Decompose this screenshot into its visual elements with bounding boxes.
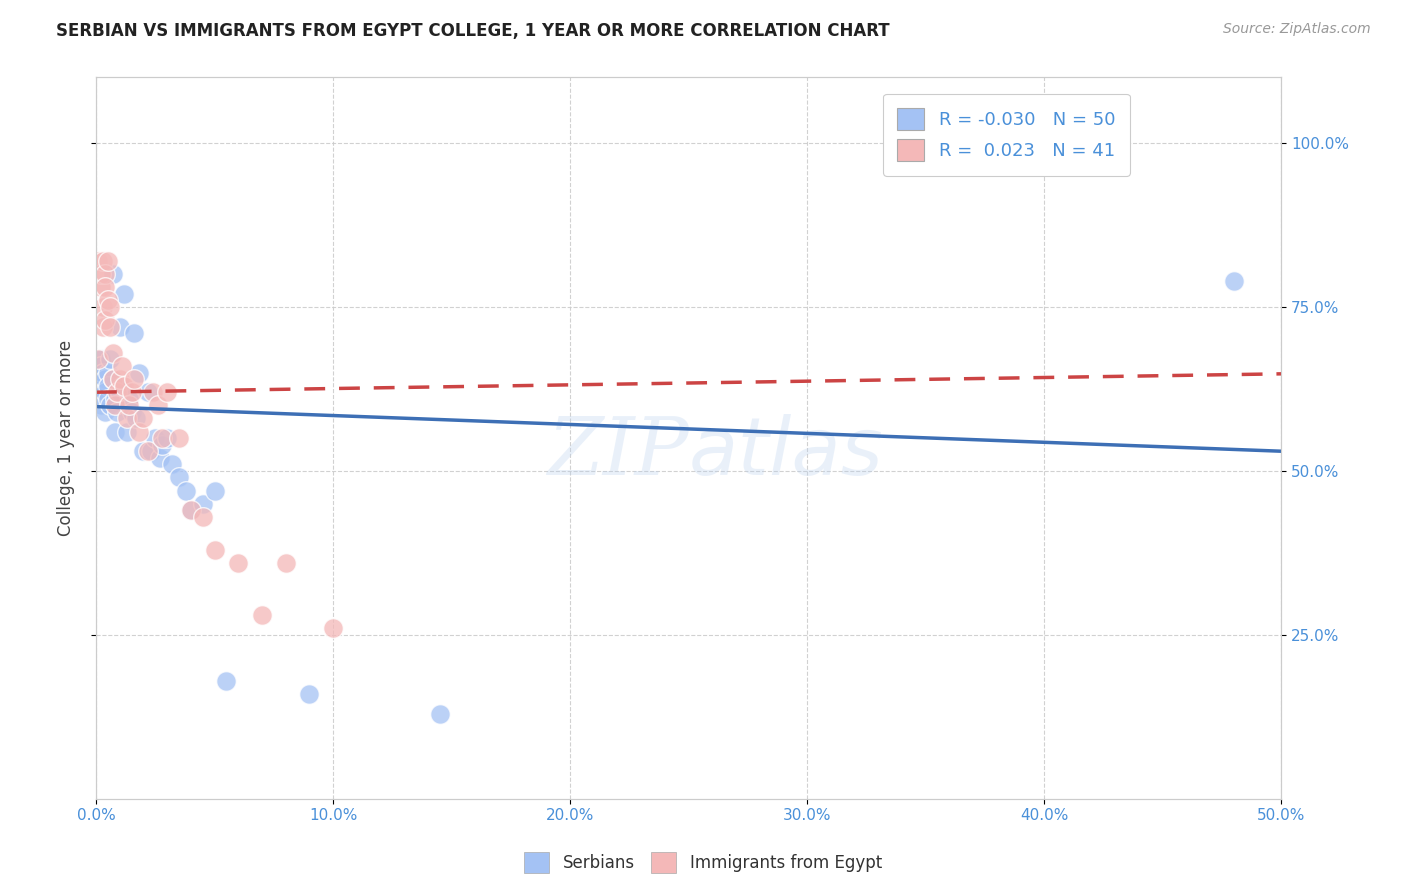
Point [118,392,141,406]
Point [115,425,138,439]
Point [108,319,131,334]
Point [87,352,110,367]
Y-axis label: College, 1 year or more: College, 1 year or more [58,340,75,536]
Point [91,385,114,400]
Point [118,398,141,412]
Point [98,398,121,412]
Point [174,483,197,498]
Point [191,509,214,524]
Point [136,444,159,458]
Point [146,398,169,412]
Point [274,556,297,570]
Point [215,673,238,688]
Point [150,431,173,445]
Point [204,483,226,498]
Point [90,398,112,412]
Point [91,366,114,380]
Point [90,267,112,281]
Point [122,372,145,386]
Text: Source: ZipAtlas.com: Source: ZipAtlas.com [1223,22,1371,37]
Point [94,372,117,386]
Point [1222,274,1244,288]
Point [87,378,110,392]
Point [156,385,179,400]
Point [91,319,114,334]
Point [111,359,134,373]
Point [180,503,202,517]
Legend: R = -0.030   N = 50, R =  0.023   N = 41: R = -0.030 N = 50, R = 0.023 N = 41 [883,94,1130,176]
Text: atlas: atlas [689,414,883,491]
Point [111,378,134,392]
Legend: Serbians, Immigrants from Egypt: Serbians, Immigrants from Egypt [517,846,889,880]
Point [97,293,120,308]
Point [91,392,114,406]
Point [143,431,166,445]
Point [90,372,112,386]
Point [298,687,321,701]
Point [97,254,120,268]
Point [167,431,190,445]
Point [115,411,138,425]
Point [104,425,127,439]
Point [90,359,112,373]
Point [136,385,159,400]
Point [101,372,124,386]
Point [150,437,173,451]
Point [108,385,131,400]
Point [160,458,183,472]
Point [121,385,143,400]
Point [104,392,127,406]
Point [114,286,136,301]
Point [87,352,110,367]
Point [87,254,110,268]
Point [114,378,136,392]
Point [226,556,249,570]
Point [94,267,117,281]
Point [94,280,117,294]
Point [101,372,124,386]
Point [105,385,128,400]
Point [429,706,451,721]
Point [322,621,344,635]
Point [1104,136,1126,150]
Text: ZIP: ZIP [547,414,689,491]
Point [122,326,145,341]
Point [149,450,172,465]
Point [167,470,190,484]
Point [156,431,179,445]
Point [128,366,150,380]
Point [105,405,128,419]
Point [104,398,127,412]
Point [142,385,165,400]
Point [94,313,117,327]
Point [98,300,121,314]
Point [98,319,121,334]
Point [132,411,155,425]
Point [97,392,120,406]
Point [128,425,150,439]
Point [204,542,226,557]
Point [101,346,124,360]
Point [97,366,120,380]
Point [191,497,214,511]
Point [91,254,114,268]
Point [139,444,162,458]
Point [90,352,112,367]
Point [97,378,120,392]
Point [132,444,155,458]
Point [250,608,273,623]
Point [91,378,114,392]
Point [121,405,143,419]
Text: SERBIAN VS IMMIGRANTS FROM EGYPT COLLEGE, 1 YEAR OR MORE CORRELATION CHART: SERBIAN VS IMMIGRANTS FROM EGYPT COLLEGE… [56,22,890,40]
Point [180,503,202,517]
Point [91,300,114,314]
Point [94,405,117,419]
Point [98,352,121,367]
Point [101,267,124,281]
Point [108,372,131,386]
Point [94,385,117,400]
Point [90,280,112,294]
Point [125,411,148,425]
